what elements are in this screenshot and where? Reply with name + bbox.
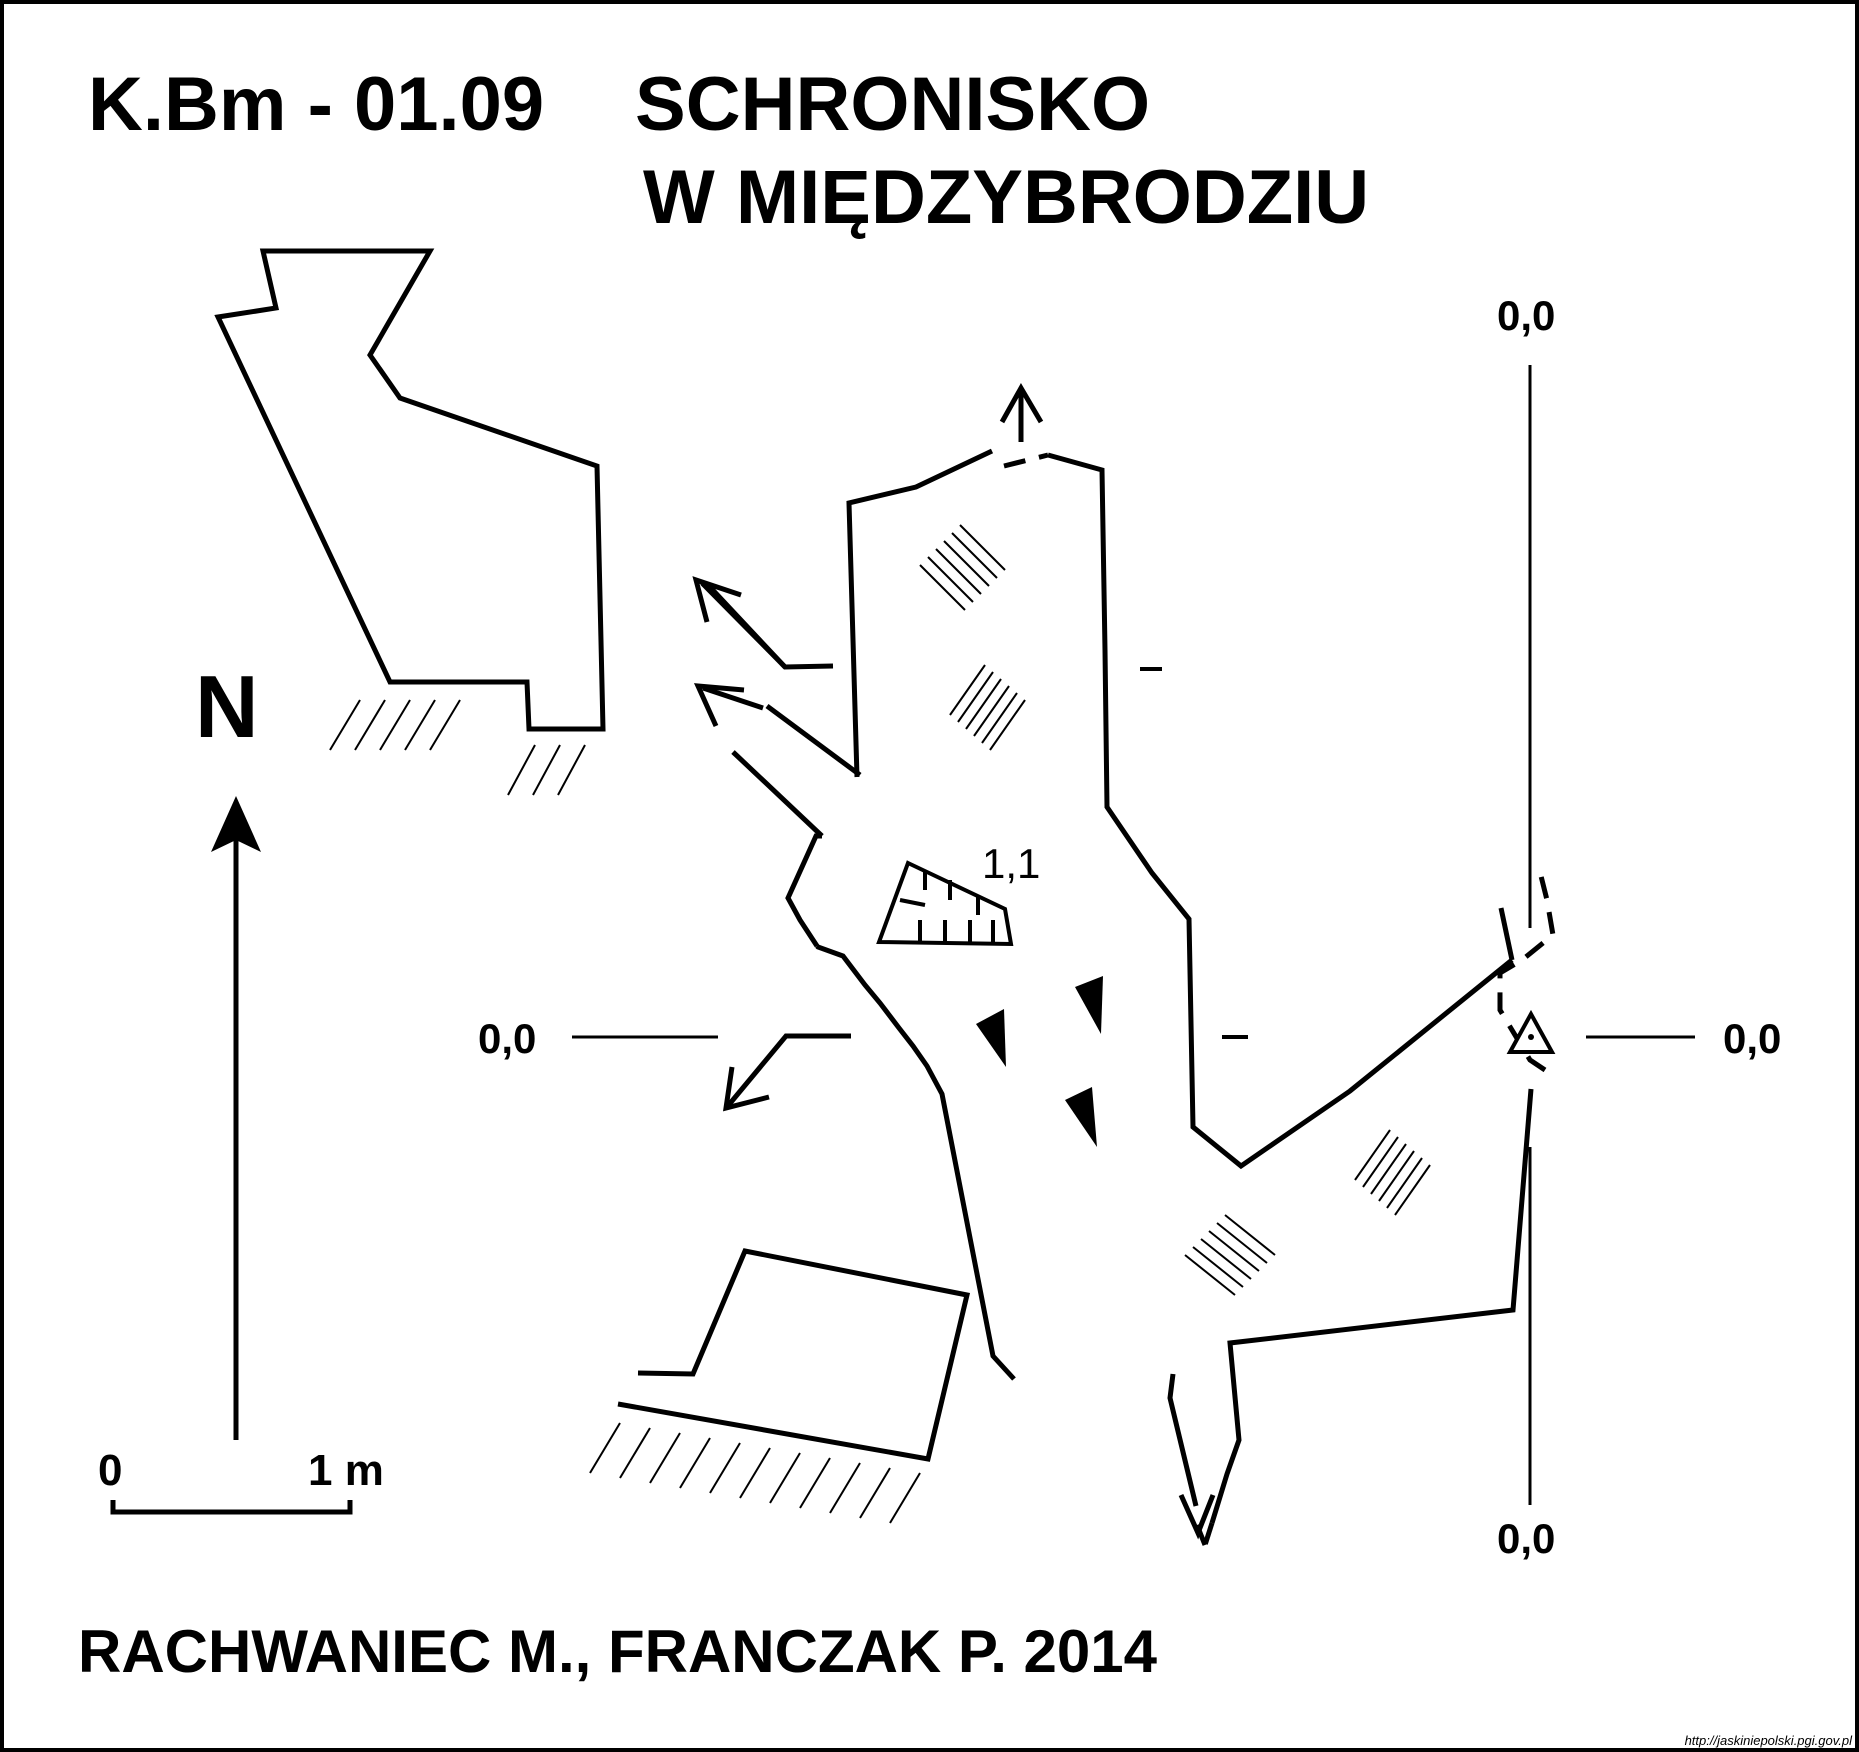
- rock-hatching-upper-left: [329, 699, 586, 796]
- elevation-bottom: 0,0: [1497, 1515, 1555, 1562]
- scale-bar: [110, 1500, 353, 1515]
- elevation-left: 0,0: [478, 1015, 536, 1062]
- rock-outline-lower-left: [617, 1248, 971, 1462]
- cave-walls: [707, 448, 1534, 1524]
- cave-name-line2: W MIĘDZYBRODZIU: [643, 155, 1369, 240]
- arrow-northwest-upper-icon: [692, 576, 787, 669]
- scale-one-meter: 1 m: [308, 1446, 384, 1495]
- north-arrow-head: [211, 796, 261, 852]
- elevation-right: 0,0: [1723, 1015, 1781, 1062]
- continuation-arrows: [692, 382, 1216, 1546]
- elevation-top: 0,0: [1497, 292, 1555, 339]
- arrow-north-icon: [999, 382, 1044, 442]
- arrow-southwest-icon: [722, 1033, 851, 1112]
- cave-code: K.Bm - 01.09: [88, 62, 544, 147]
- north-label: N: [195, 657, 259, 756]
- survey-point-icon: [1506, 1009, 1556, 1054]
- slope-wedges: [976, 976, 1103, 1147]
- scale-zero: 0: [98, 1446, 122, 1495]
- authors-credit: RACHWANIEC M., FRANCZAK P. 2014: [78, 1618, 1158, 1685]
- rock-outline-upper-left: [214, 248, 606, 732]
- arrow-northwest-lower-icon: [693, 683, 764, 728]
- source-url: http://jaskiniepolski.pgi.gov.pl: [1685, 1733, 1854, 1748]
- sediment-hatching: [919, 524, 1431, 1296]
- chamber-height-label: 1,1: [982, 840, 1040, 887]
- rock-hatching-lower-left: [589, 1422, 921, 1524]
- rock-block: [876, 860, 1014, 947]
- arrow-south-icon: [1178, 1493, 1216, 1546]
- cave-name-line1: SCHRONISKO: [635, 62, 1150, 147]
